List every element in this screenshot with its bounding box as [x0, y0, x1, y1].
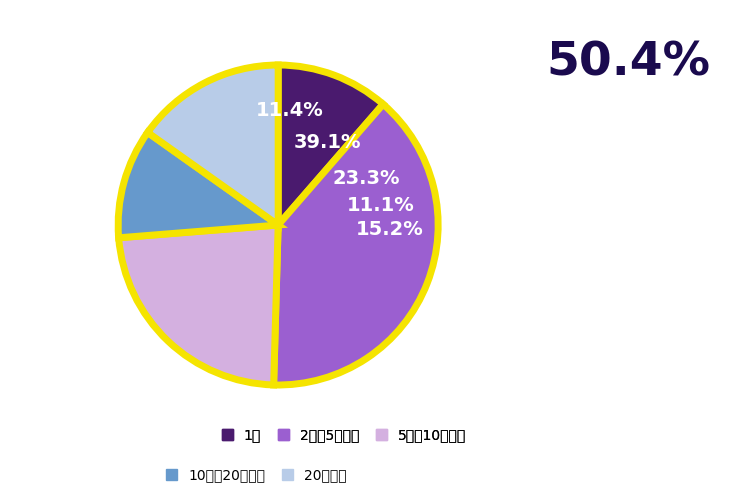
Wedge shape — [118, 132, 278, 238]
Text: 11.4%: 11.4% — [255, 101, 324, 120]
Text: 39.1%: 39.1% — [294, 133, 362, 152]
Text: 15.2%: 15.2% — [356, 220, 424, 240]
Legend: 1人, 2人～5人未満, 5人～10人未満: 1人, 2人～5人未満, 5人～10人未満 — [216, 423, 472, 448]
Wedge shape — [274, 104, 438, 385]
Wedge shape — [119, 225, 278, 385]
Wedge shape — [148, 65, 278, 225]
Wedge shape — [278, 65, 383, 225]
Text: 50.4%: 50.4% — [546, 40, 710, 85]
Text: 23.3%: 23.3% — [332, 169, 400, 188]
Text: 11.1%: 11.1% — [346, 196, 414, 216]
Legend: 10人～20人未満, 20人以上: 10人～20人未満, 20人以上 — [160, 463, 352, 488]
